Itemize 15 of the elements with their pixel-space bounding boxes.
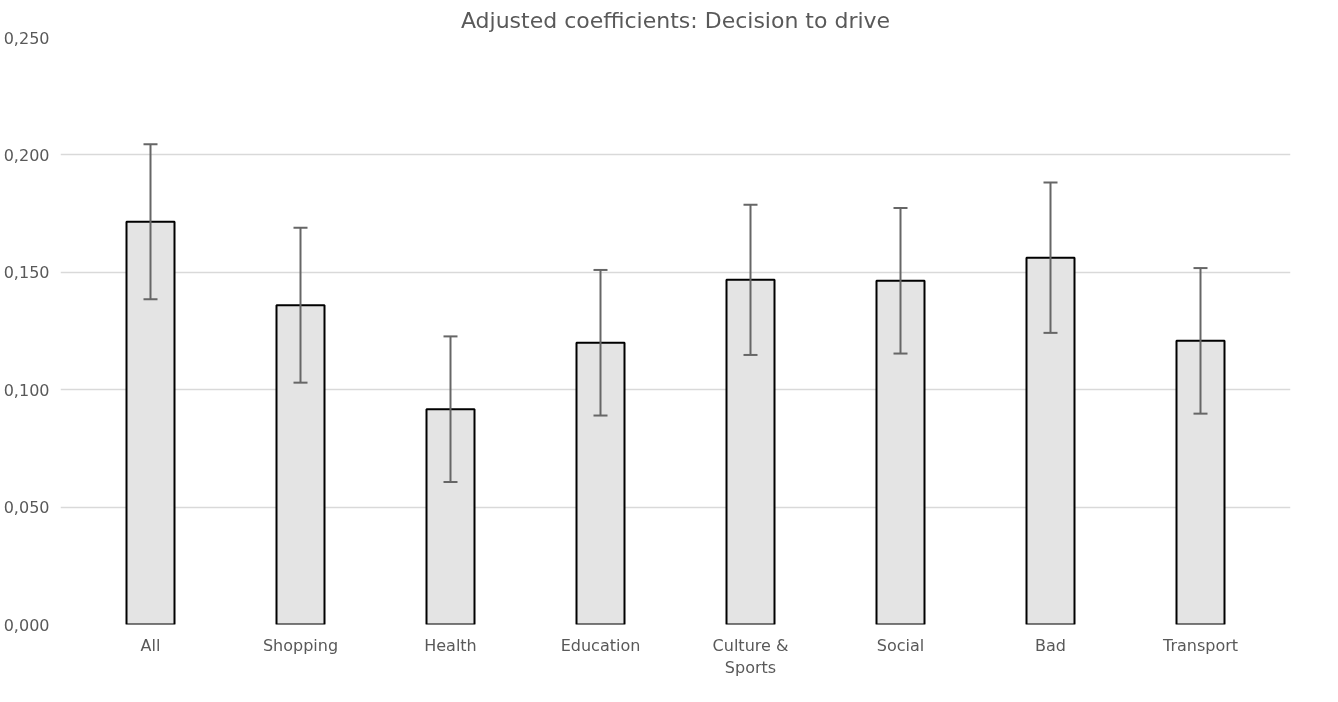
chart-title: Adjusted coefficients: Decision to drive	[460, 7, 891, 33]
x-tick-label: Shopping	[262, 635, 339, 655]
x-tick-label: Education	[560, 635, 641, 655]
y-tick-label: 0,050	[3, 498, 50, 518]
x-tick-label: Culture & Sports	[712, 635, 789, 678]
y-tick-label: 0,200	[3, 145, 50, 165]
x-tick-label: Social	[876, 635, 925, 655]
x-tick-label: Transport	[1161, 635, 1239, 655]
x-tick-label: Health	[424, 635, 477, 655]
x-tick-label: Bad	[1035, 635, 1066, 655]
y-tick-label: 0,250	[3, 28, 50, 48]
y-tick-label: 0,000	[3, 615, 50, 635]
x-tick-label: All	[140, 635, 161, 655]
y-tick-label: 0,150	[3, 263, 50, 283]
y-tick-label: 0,100	[3, 380, 50, 400]
